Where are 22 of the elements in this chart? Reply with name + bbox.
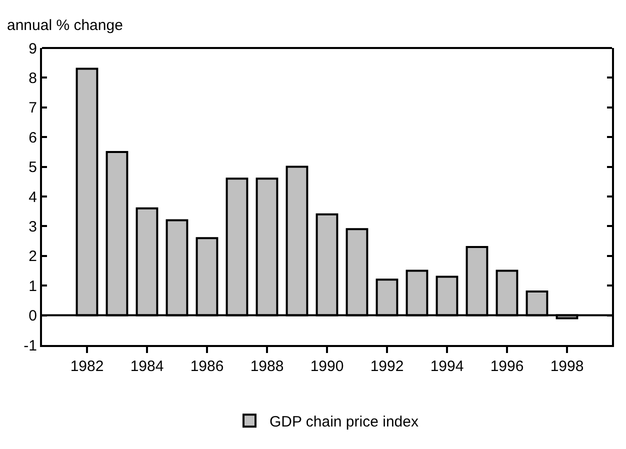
y-tick-label: 9 xyxy=(28,40,37,58)
y-tick-label: 7 xyxy=(28,100,37,117)
y-axis-title: annual % change xyxy=(7,17,123,34)
y-tick-label: 6 xyxy=(28,129,37,146)
x-tick-label: 1992 xyxy=(370,358,404,375)
y-tick-label: 1 xyxy=(28,278,37,295)
y-tick-label: 2 xyxy=(28,248,37,266)
x-tick-label: 1998 xyxy=(550,358,584,375)
x-tick-label: 1986 xyxy=(190,358,224,375)
x-tick-label: 1990 xyxy=(310,358,344,375)
y-tick-label: 0 xyxy=(28,308,37,325)
legend-label: GDP chain price index xyxy=(270,414,419,430)
y-tick-label: 8 xyxy=(28,70,37,87)
y-tick-label: -1 xyxy=(24,337,37,354)
x-tick-label: 1988 xyxy=(250,358,284,375)
y-tick-label: 5 xyxy=(28,159,37,176)
y-tick-label: 3 xyxy=(28,218,37,236)
x-tick-label: 1982 xyxy=(70,358,104,375)
x-tick-label: 1996 xyxy=(490,358,524,375)
x-tick-label: 1994 xyxy=(430,358,464,375)
y-tick-label: 4 xyxy=(28,188,37,206)
x-tick-label: 1984 xyxy=(130,358,164,375)
